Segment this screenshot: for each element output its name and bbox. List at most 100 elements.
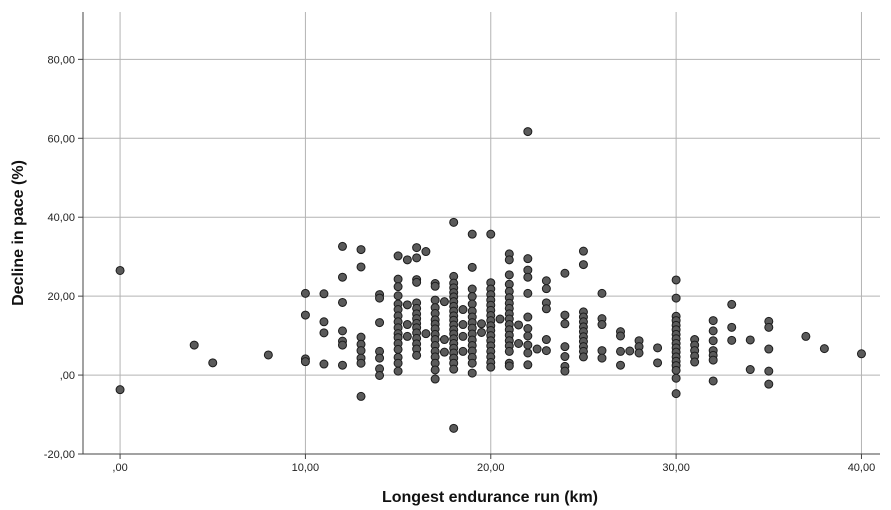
data-point bbox=[337, 297, 347, 307]
data-point bbox=[449, 423, 459, 433]
data-point bbox=[504, 255, 514, 265]
data-point bbox=[458, 305, 468, 315]
data-point bbox=[300, 357, 310, 367]
data-point bbox=[495, 314, 505, 324]
data-point bbox=[560, 268, 570, 278]
data-point bbox=[393, 291, 403, 301]
data-point bbox=[458, 331, 468, 341]
data-point bbox=[523, 254, 533, 264]
data-point bbox=[514, 320, 524, 330]
data-point bbox=[458, 320, 468, 330]
data-point bbox=[653, 343, 663, 353]
data-point bbox=[189, 340, 199, 350]
data-point bbox=[727, 299, 737, 309]
data-point bbox=[690, 357, 700, 367]
data-point bbox=[523, 127, 533, 137]
data-point bbox=[467, 284, 477, 294]
data-point bbox=[523, 331, 533, 341]
data-point bbox=[375, 370, 385, 380]
data-point bbox=[634, 348, 644, 358]
data-point bbox=[439, 347, 449, 357]
data-point bbox=[523, 288, 533, 298]
data-point bbox=[356, 245, 366, 255]
y-axis-title: Decline in pace (%) bbox=[10, 160, 27, 306]
data-point bbox=[439, 297, 449, 307]
data-point bbox=[671, 293, 681, 303]
data-point bbox=[467, 292, 477, 302]
data-point bbox=[319, 328, 329, 338]
data-point bbox=[801, 331, 811, 341]
data-points bbox=[115, 127, 866, 433]
data-point bbox=[671, 365, 681, 375]
y-tick-label: 40,00 bbox=[47, 212, 75, 224]
data-point bbox=[504, 361, 514, 371]
y-tick-labels: -20,00 ,00 20,00 40,00 60,00 80,00 bbox=[44, 54, 75, 461]
data-point bbox=[319, 359, 329, 369]
data-point bbox=[597, 353, 607, 363]
data-point bbox=[597, 346, 607, 356]
data-point bbox=[356, 346, 366, 356]
data-point bbox=[375, 293, 385, 303]
data-point bbox=[300, 310, 310, 320]
data-point bbox=[541, 335, 551, 345]
data-point bbox=[523, 340, 533, 350]
y-tick-label: 80,00 bbox=[47, 54, 75, 66]
data-point bbox=[514, 339, 524, 348]
data-point bbox=[412, 253, 422, 263]
data-point bbox=[745, 365, 755, 375]
x-tick-labels: ,00 10,00 20,00 30,00 40,00 bbox=[112, 462, 875, 474]
data-point bbox=[625, 346, 635, 356]
data-point bbox=[393, 358, 403, 368]
data-point bbox=[523, 324, 533, 334]
x-tick-label: ,00 bbox=[112, 462, 127, 474]
data-point bbox=[467, 358, 477, 368]
data-point bbox=[764, 379, 774, 389]
data-point bbox=[430, 295, 440, 305]
data-point bbox=[412, 277, 422, 287]
data-point bbox=[504, 346, 514, 356]
data-point bbox=[504, 270, 514, 280]
data-point bbox=[449, 217, 459, 227]
data-point bbox=[523, 360, 533, 370]
y-tick-label: -20,00 bbox=[44, 449, 75, 461]
data-point bbox=[523, 348, 533, 358]
data-point bbox=[467, 368, 477, 378]
data-point bbox=[708, 326, 718, 336]
data-point bbox=[402, 300, 412, 310]
data-point bbox=[393, 274, 403, 284]
data-point bbox=[356, 358, 366, 368]
y-tick-label: 60,00 bbox=[47, 133, 75, 145]
data-point bbox=[616, 360, 626, 370]
data-point bbox=[671, 275, 681, 285]
data-point bbox=[764, 366, 774, 376]
data-point bbox=[764, 322, 774, 332]
data-point bbox=[764, 344, 774, 354]
data-point bbox=[532, 344, 542, 354]
data-point bbox=[708, 355, 718, 365]
data-point bbox=[430, 374, 440, 384]
data-point bbox=[402, 331, 412, 341]
data-point bbox=[708, 316, 718, 326]
data-point bbox=[616, 346, 626, 356]
data-point bbox=[393, 282, 403, 292]
data-point bbox=[653, 358, 663, 368]
data-point bbox=[337, 326, 347, 336]
data-point bbox=[430, 365, 440, 375]
data-point bbox=[597, 320, 607, 330]
data-point bbox=[523, 312, 533, 322]
data-point bbox=[560, 352, 570, 362]
data-point bbox=[486, 229, 496, 239]
x-tick-label: 10,00 bbox=[292, 462, 320, 474]
data-point bbox=[319, 317, 329, 327]
data-point bbox=[375, 318, 385, 328]
data-point bbox=[421, 247, 431, 257]
data-point bbox=[708, 376, 718, 386]
data-point bbox=[458, 346, 468, 356]
data-point bbox=[597, 288, 607, 298]
data-point bbox=[337, 360, 347, 370]
data-point bbox=[356, 262, 366, 272]
data-point bbox=[467, 262, 477, 272]
x-axis-title: Longest endurance run (km) bbox=[382, 489, 598, 506]
data-point bbox=[115, 265, 125, 275]
x-tick-label: 30,00 bbox=[662, 462, 690, 474]
